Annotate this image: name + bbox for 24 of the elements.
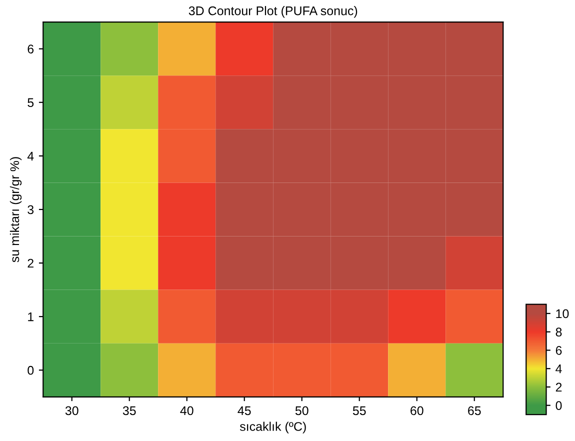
x-tick-label: 30 <box>65 406 78 416</box>
y-axis-title: su miktarı (gr/gr %) <box>10 157 22 262</box>
y-tick-label: 0 <box>28 366 34 375</box>
chart-title: 3D Contour Plot (PUFA sonuc) <box>188 6 358 18</box>
y-tick-label: 4 <box>27 152 34 160</box>
color-bar-label: 8 <box>556 328 562 337</box>
color-bar-label: 6 <box>556 346 562 355</box>
x-tick-label: 40 <box>180 406 194 416</box>
x-tick-label: 50 <box>295 406 308 416</box>
y-tick-label: 6 <box>28 44 34 54</box>
x-tick-label: 65 <box>468 406 481 416</box>
x-tick-label: 35 <box>122 406 136 416</box>
y-tick-label: 3 <box>28 205 34 214</box>
y-tick-label: 2 <box>28 258 34 268</box>
x-axis-title: sıcaklık (ºC) <box>240 422 306 434</box>
color-bar-label: 2 <box>556 382 562 392</box>
y-tick-label: 5 <box>28 98 34 108</box>
color-bar-label: 0 <box>556 401 562 410</box>
color-bar-label: 10 <box>556 309 569 318</box>
color-bar-label: 4 <box>556 364 562 374</box>
x-tick-label: 45 <box>238 406 251 416</box>
x-tick-label: 55 <box>352 406 366 416</box>
y-tick-label: 1 <box>28 312 34 322</box>
x-tick-label: 60 <box>410 406 424 416</box>
